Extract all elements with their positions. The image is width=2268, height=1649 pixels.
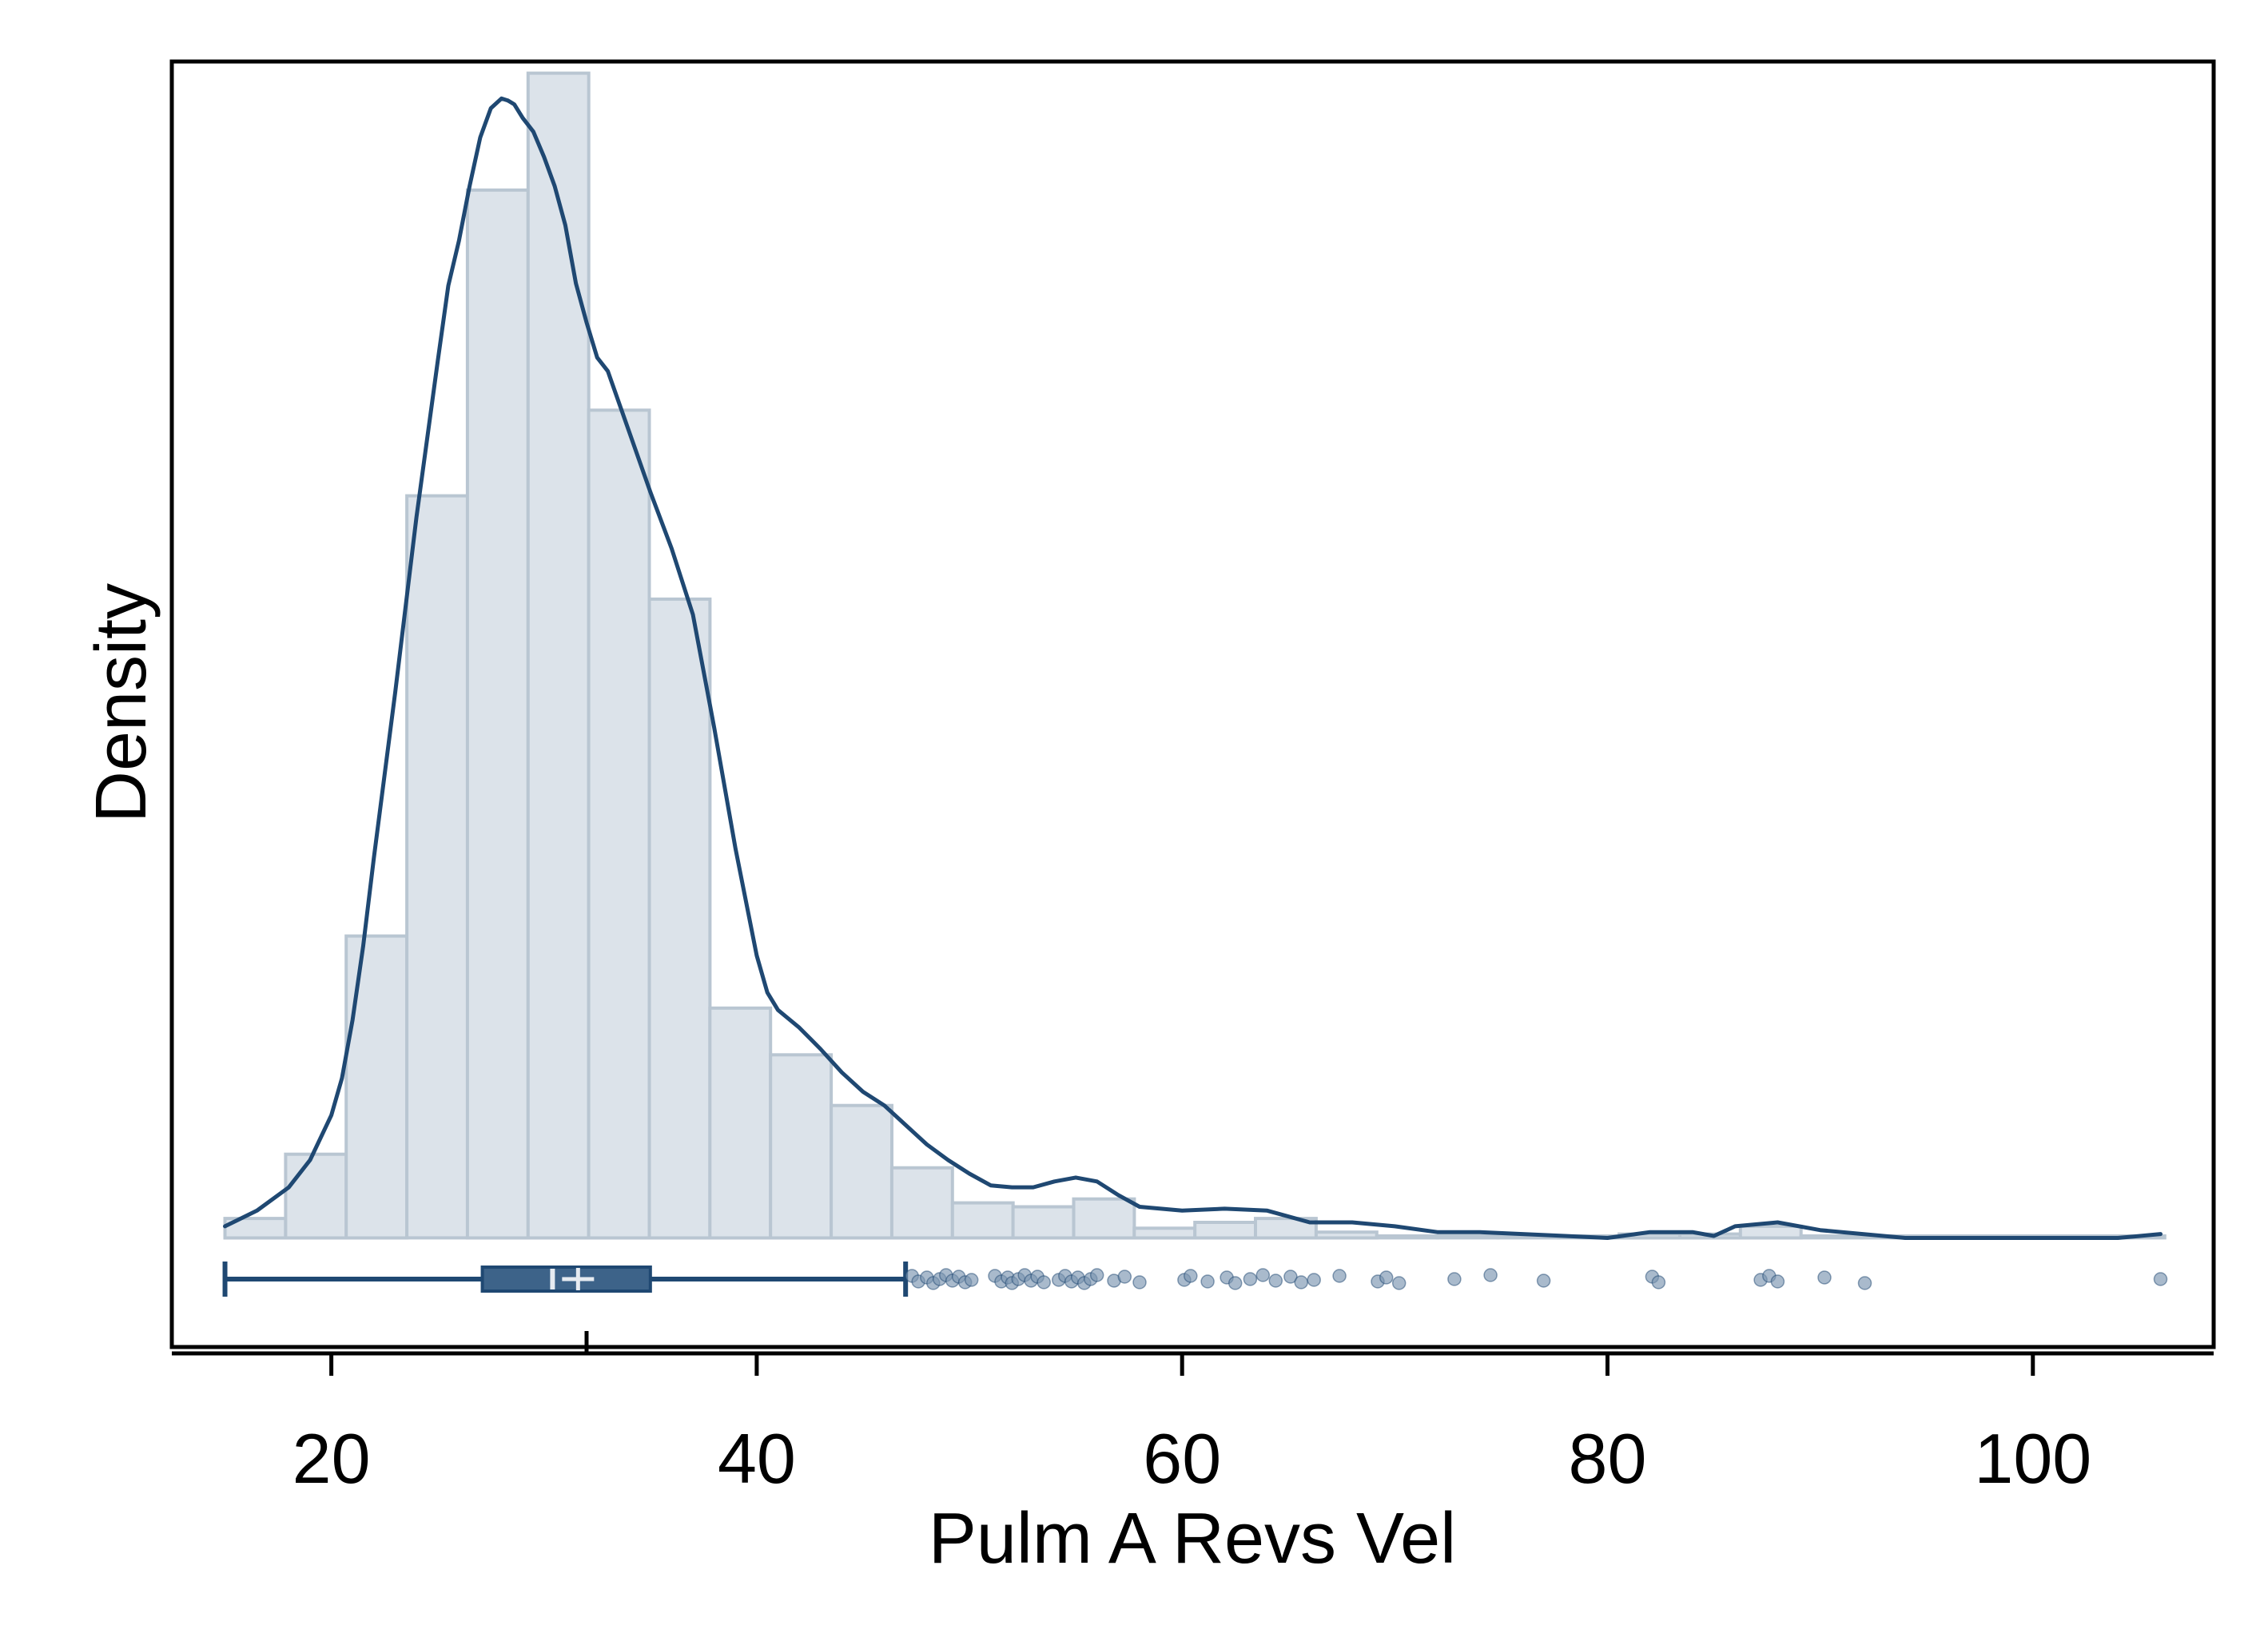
x-axis: 20 40 60 80 100 bbox=[172, 1331, 2214, 1498]
histogram-bar bbox=[1132, 1226, 1197, 1240]
outlier-point bbox=[1228, 1276, 1243, 1290]
histogram-bar bbox=[1799, 1234, 1864, 1240]
kde-curve bbox=[223, 96, 2163, 1240]
histogram-bar bbox=[1314, 1230, 1379, 1240]
outlier-point bbox=[1037, 1275, 1051, 1289]
boxplot-layer bbox=[222, 1262, 909, 1297]
outlier-point bbox=[1817, 1270, 1832, 1285]
histogram-bar bbox=[1011, 1205, 1076, 1240]
outlier-points bbox=[905, 1268, 2168, 1290]
x-tick-label: 100 bbox=[1974, 1419, 2091, 1498]
outlier-point bbox=[1651, 1275, 1666, 1289]
outlier-point bbox=[1294, 1275, 1308, 1289]
outlier-point bbox=[1184, 1269, 1198, 1283]
outlier-point bbox=[1307, 1273, 1321, 1287]
outlier-point bbox=[1857, 1276, 1872, 1290]
outlier-point bbox=[1391, 1276, 1407, 1290]
outlier-point bbox=[1770, 1274, 1785, 1289]
histogram-bar bbox=[1072, 1197, 1136, 1240]
outlier-point bbox=[1379, 1270, 1394, 1285]
histogram-bar bbox=[830, 1103, 893, 1240]
outlier-point bbox=[1332, 1269, 1347, 1283]
outlier-point bbox=[964, 1273, 979, 1287]
histogram-bar bbox=[344, 934, 409, 1240]
histogram-bar bbox=[1435, 1234, 1500, 1240]
outlier-point bbox=[1089, 1268, 1104, 1282]
histogram-bar bbox=[708, 1006, 773, 1240]
y-axis-label: Density bbox=[82, 583, 161, 823]
outlier-point bbox=[1283, 1270, 1298, 1284]
histogram-bar bbox=[889, 1166, 954, 1240]
histogram-bar bbox=[1375, 1234, 1439, 1240]
histogram-bar bbox=[1193, 1221, 1258, 1240]
outlier-point bbox=[2153, 1272, 2168, 1286]
outlier-point bbox=[1536, 1274, 1551, 1288]
outlier-point bbox=[1132, 1275, 1147, 1289]
histogram-bar bbox=[769, 1053, 834, 1240]
x-axis-label: Pulm A Revs Vel bbox=[929, 1499, 1456, 1579]
outlier-point bbox=[1447, 1272, 1462, 1286]
histogram-bar bbox=[950, 1201, 1015, 1240]
outlier-point bbox=[1117, 1270, 1132, 1284]
kde-layer bbox=[223, 96, 2163, 1240]
outlier-point bbox=[1255, 1268, 1271, 1282]
outlier-point bbox=[1268, 1274, 1283, 1288]
plot-frame bbox=[169, 59, 2216, 1349]
x-tick-label: 40 bbox=[718, 1419, 796, 1498]
outlier-point bbox=[1243, 1272, 1258, 1286]
histogram-bar bbox=[465, 188, 530, 1240]
histogram-bar bbox=[526, 71, 591, 1240]
histogram-bar bbox=[647, 597, 712, 1240]
x-tick-label: 80 bbox=[1569, 1419, 1647, 1498]
histogram-bar bbox=[1738, 1224, 1803, 1240]
x-tick-label: 60 bbox=[1143, 1419, 1221, 1498]
histogram-bar bbox=[587, 408, 651, 1240]
x-tick-label: 20 bbox=[292, 1419, 371, 1498]
outlier-point bbox=[1200, 1274, 1215, 1289]
outlier-point bbox=[1483, 1268, 1498, 1282]
histogram-bars bbox=[223, 71, 2167, 1240]
histogram-bar bbox=[284, 1152, 348, 1240]
histogram-bar bbox=[405, 494, 470, 1240]
